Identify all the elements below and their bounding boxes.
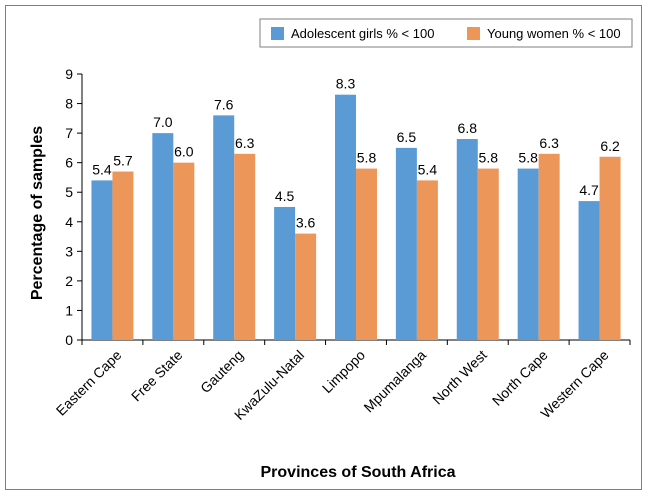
- x-tick-label: Mpumalanga: [360, 347, 429, 416]
- bar-young-women: [234, 153, 256, 340]
- data-label-adolescent-girls: 6.8: [458, 120, 478, 136]
- data-label-young-women: 5.8: [357, 150, 377, 166]
- bar-adolescent-girls: [335, 94, 356, 340]
- y-tick-label: 7: [65, 125, 73, 141]
- x-tick-label: North West: [429, 347, 490, 408]
- data-label-adolescent-girls: 4.7: [579, 182, 599, 198]
- data-label-adolescent-girls: 4.5: [275, 188, 295, 204]
- legend-swatch-young-women: [467, 27, 480, 40]
- x-tick-label: Gauteng: [197, 347, 246, 396]
- legend: Adolescent girls % < 100 Young women % <…: [259, 18, 633, 48]
- y-tick-label: 6: [65, 155, 73, 171]
- legend-box: [259, 18, 633, 48]
- data-label-young-women: 6.3: [235, 135, 255, 151]
- bar-young-women: [112, 171, 134, 340]
- y-axis-title: Percentage of samples: [29, 126, 46, 300]
- y-tick-label: 9: [65, 66, 73, 82]
- bar-young-women: [356, 168, 377, 340]
- legend-label-young-women: Young women % < 100: [487, 26, 621, 41]
- bar-young-women: [599, 156, 621, 340]
- data-label-adolescent-girls: 8.3: [336, 76, 356, 92]
- data-label-adolescent-girls: 5.8: [518, 150, 538, 166]
- bar-adolescent-girls: [152, 133, 174, 340]
- y-tick-label: 0: [65, 332, 73, 348]
- x-axis-title: Provinces of South Africa: [261, 464, 456, 481]
- bar-adolescent-girls: [517, 168, 539, 340]
- y-tick-label: 8: [65, 96, 73, 112]
- x-tick-label: Eastern Cape: [53, 347, 125, 419]
- legend-label-adolescent-girls: Adolescent girls % < 100: [291, 26, 434, 41]
- data-label-young-women: 3.6: [296, 215, 316, 231]
- data-label-adolescent-girls: 5.4: [92, 161, 112, 177]
- bar-adolescent-girls: [578, 201, 600, 340]
- x-tick-label: North Cape: [489, 347, 551, 409]
- bar-young-women: [173, 162, 195, 340]
- y-tick-label: 5: [65, 184, 73, 200]
- bar-young-women: [416, 180, 438, 340]
- data-label-adolescent-girls: 6.5: [397, 129, 417, 145]
- y-tick-label: 3: [65, 243, 73, 259]
- bar-young-women: [477, 168, 499, 340]
- bar-young-women: [538, 153, 560, 340]
- bar-adolescent-girls: [213, 115, 235, 340]
- y-tick-label: 1: [65, 302, 73, 318]
- y-tick-label: 4: [65, 214, 73, 230]
- bar-adolescent-girls: [91, 180, 113, 340]
- x-tick-label: Free State: [128, 347, 186, 405]
- bar-adolescent-girls: [395, 147, 417, 340]
- legend-swatch-adolescent-girls: [271, 27, 284, 40]
- data-label-adolescent-girls: 7.0: [153, 114, 173, 130]
- data-label-young-women: 5.7: [113, 153, 133, 169]
- data-label-young-women: 6.2: [600, 138, 620, 154]
- bar-adolescent-girls: [274, 207, 296, 340]
- data-label-young-women: 6.0: [174, 144, 194, 160]
- data-label-young-women: 6.3: [539, 135, 559, 151]
- data-label-young-women: 5.8: [479, 150, 499, 166]
- data-label-adolescent-girls: 7.6: [214, 96, 234, 112]
- x-tick-label: Limpopo: [319, 347, 368, 396]
- y-tick-label: 2: [65, 273, 73, 289]
- bar-young-women: [295, 233, 317, 340]
- data-label-young-women: 5.4: [418, 161, 438, 177]
- bar-adolescent-girls: [456, 139, 478, 340]
